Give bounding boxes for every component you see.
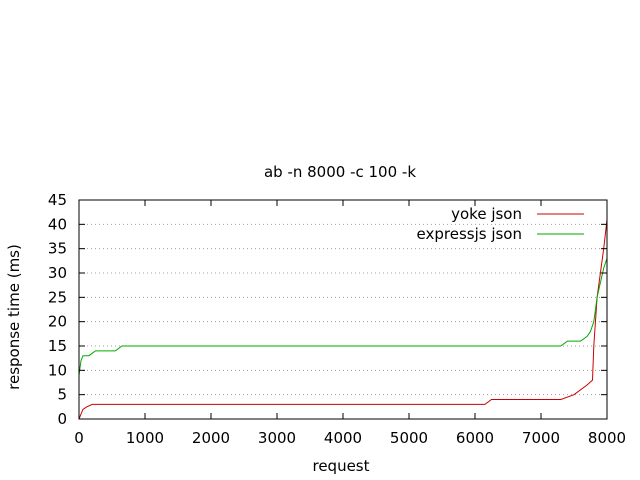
y-axis-label: response time (ms): [5, 244, 23, 390]
legend: yoke json expressjs json: [417, 205, 584, 243]
x-tick-label: 4000: [324, 429, 362, 447]
y-tick-label: 15: [48, 337, 67, 355]
y-tick-label: 35: [48, 240, 67, 258]
legend-label: yoke json: [451, 205, 522, 223]
gridlines: [79, 223, 607, 396]
x-tick-label: 6000: [456, 429, 494, 447]
x-axis-label: request: [312, 457, 369, 475]
chart-title: ab -n 8000 -c 100 -k: [264, 163, 416, 181]
y-tick-label: 20: [48, 313, 67, 331]
x-tick-label: 1000: [126, 429, 164, 447]
x-tick-label: 3000: [258, 429, 296, 447]
x-tick-label: 2000: [192, 429, 230, 447]
series-layer: [78, 219, 608, 420]
y-tick-label: 5: [57, 386, 67, 404]
y-tick-label: 10: [48, 361, 67, 379]
series-line-1: [78, 219, 608, 420]
x-tick-label: 7000: [522, 429, 560, 447]
y-tick-label: 45: [48, 191, 67, 209]
y-tick-label: 25: [48, 288, 67, 306]
x-tick-label: 8000: [588, 429, 626, 447]
tick-labels: 0 5 10 15 20 25 30 35 40 45 0 1000 2000 3000 4000 5000 6…: [48, 191, 626, 447]
x-tick-label: 0: [74, 429, 84, 447]
series-line-2: [78, 258, 608, 376]
y-tick-label: 40: [48, 215, 67, 233]
y-tick-label: 30: [48, 264, 67, 282]
axis-ticks: [78, 199, 608, 420]
legend-label: expressjs json: [417, 225, 522, 243]
x-tick-label: 5000: [390, 429, 428, 447]
y-tick-label: 0: [57, 410, 67, 428]
plot-frame: [78, 199, 608, 420]
